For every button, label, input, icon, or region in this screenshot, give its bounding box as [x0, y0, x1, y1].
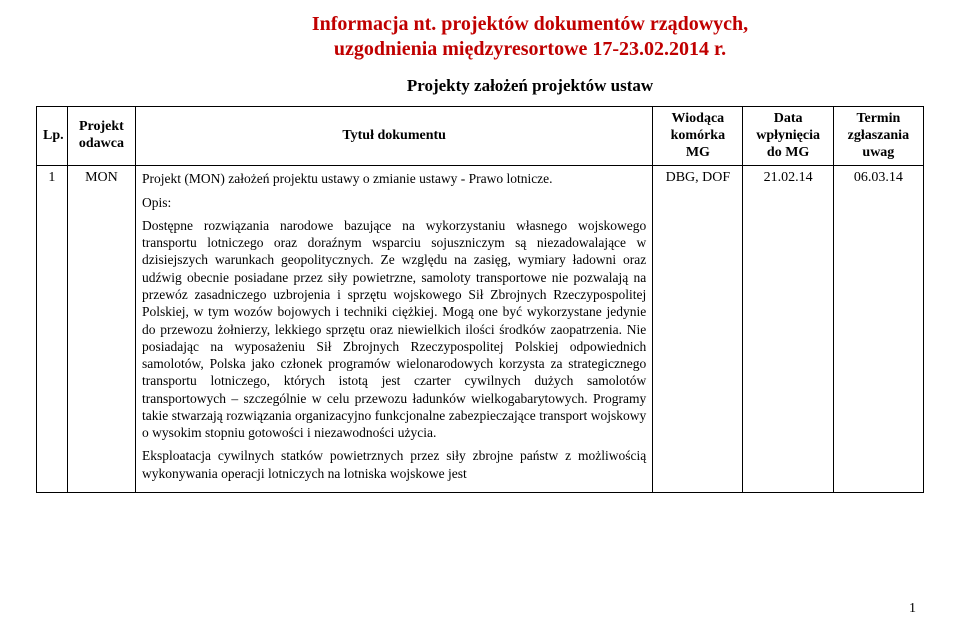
cell-odawca: MON — [67, 166, 135, 493]
opis-label: Opis: — [142, 194, 646, 211]
col-header-odawca: Projekt odawca — [67, 107, 135, 166]
section-title: Projekty założeń projektów ustaw — [136, 76, 924, 96]
col-header-odawca-l2: odawca — [79, 136, 124, 151]
description-para-2: Eksploatacja cywilnych statków powietrzn… — [142, 447, 646, 482]
page-number: 1 — [909, 601, 916, 617]
col-header-termin-l3: uwag — [862, 145, 894, 160]
cell-document: Projekt (MON) założeń projektu ustawy o … — [136, 166, 653, 493]
col-header-lp: Lp. — [37, 107, 68, 166]
cell-termin: 06.03.14 — [833, 166, 923, 493]
col-header-data-l3: do MG — [767, 145, 809, 160]
table-row: 1 MON Projekt (MON) założeń projektu ust… — [37, 166, 924, 493]
title-line-1: Informacja nt. projektów dokumentów rząd… — [136, 12, 924, 37]
col-header-lp-text: Lp. — [43, 128, 64, 143]
col-header-data: Data wpłynięcia do MG — [743, 107, 833, 166]
description-para-1: Dostępne rozwiązania narodowe bazujące n… — [142, 217, 646, 441]
document-title-block: Informacja nt. projektów dokumentów rząd… — [136, 12, 924, 62]
page: Informacja nt. projektów dokumentów rząd… — [0, 0, 960, 493]
col-header-data-l2: wpłynięcia — [756, 128, 820, 143]
project-title: Projekt (MON) założeń projektu ustawy o … — [142, 170, 646, 187]
col-header-mg: Wiodąca komórka MG — [653, 107, 743, 166]
col-header-termin-l1: Termin — [856, 111, 900, 126]
col-header-mg-l2: komórka — [671, 128, 725, 143]
title-line-2: uzgodnienia międzyresortowe 17-23.02.201… — [136, 37, 924, 62]
col-header-tytul: Tytuł dokumentu — [136, 107, 653, 166]
documents-table: Lp. Projekt odawca Tytuł dokumentu Wiodą… — [36, 106, 924, 493]
col-header-mg-l1: Wiodąca — [672, 111, 725, 126]
cell-data: 21.02.14 — [743, 166, 833, 493]
col-header-termin: Termin zgłaszania uwag — [833, 107, 923, 166]
cell-mg: DBG, DOF — [653, 166, 743, 493]
col-header-data-l1: Data — [774, 111, 803, 126]
col-header-tytul-text: Tytuł dokumentu — [342, 128, 446, 143]
col-header-mg-l3: MG — [686, 145, 710, 160]
cell-lp: 1 — [37, 166, 68, 493]
col-header-odawca-l1: Projekt — [79, 119, 124, 134]
col-header-termin-l2: zgłaszania — [848, 128, 909, 143]
table-header-row: Lp. Projekt odawca Tytuł dokumentu Wiodą… — [37, 107, 924, 166]
